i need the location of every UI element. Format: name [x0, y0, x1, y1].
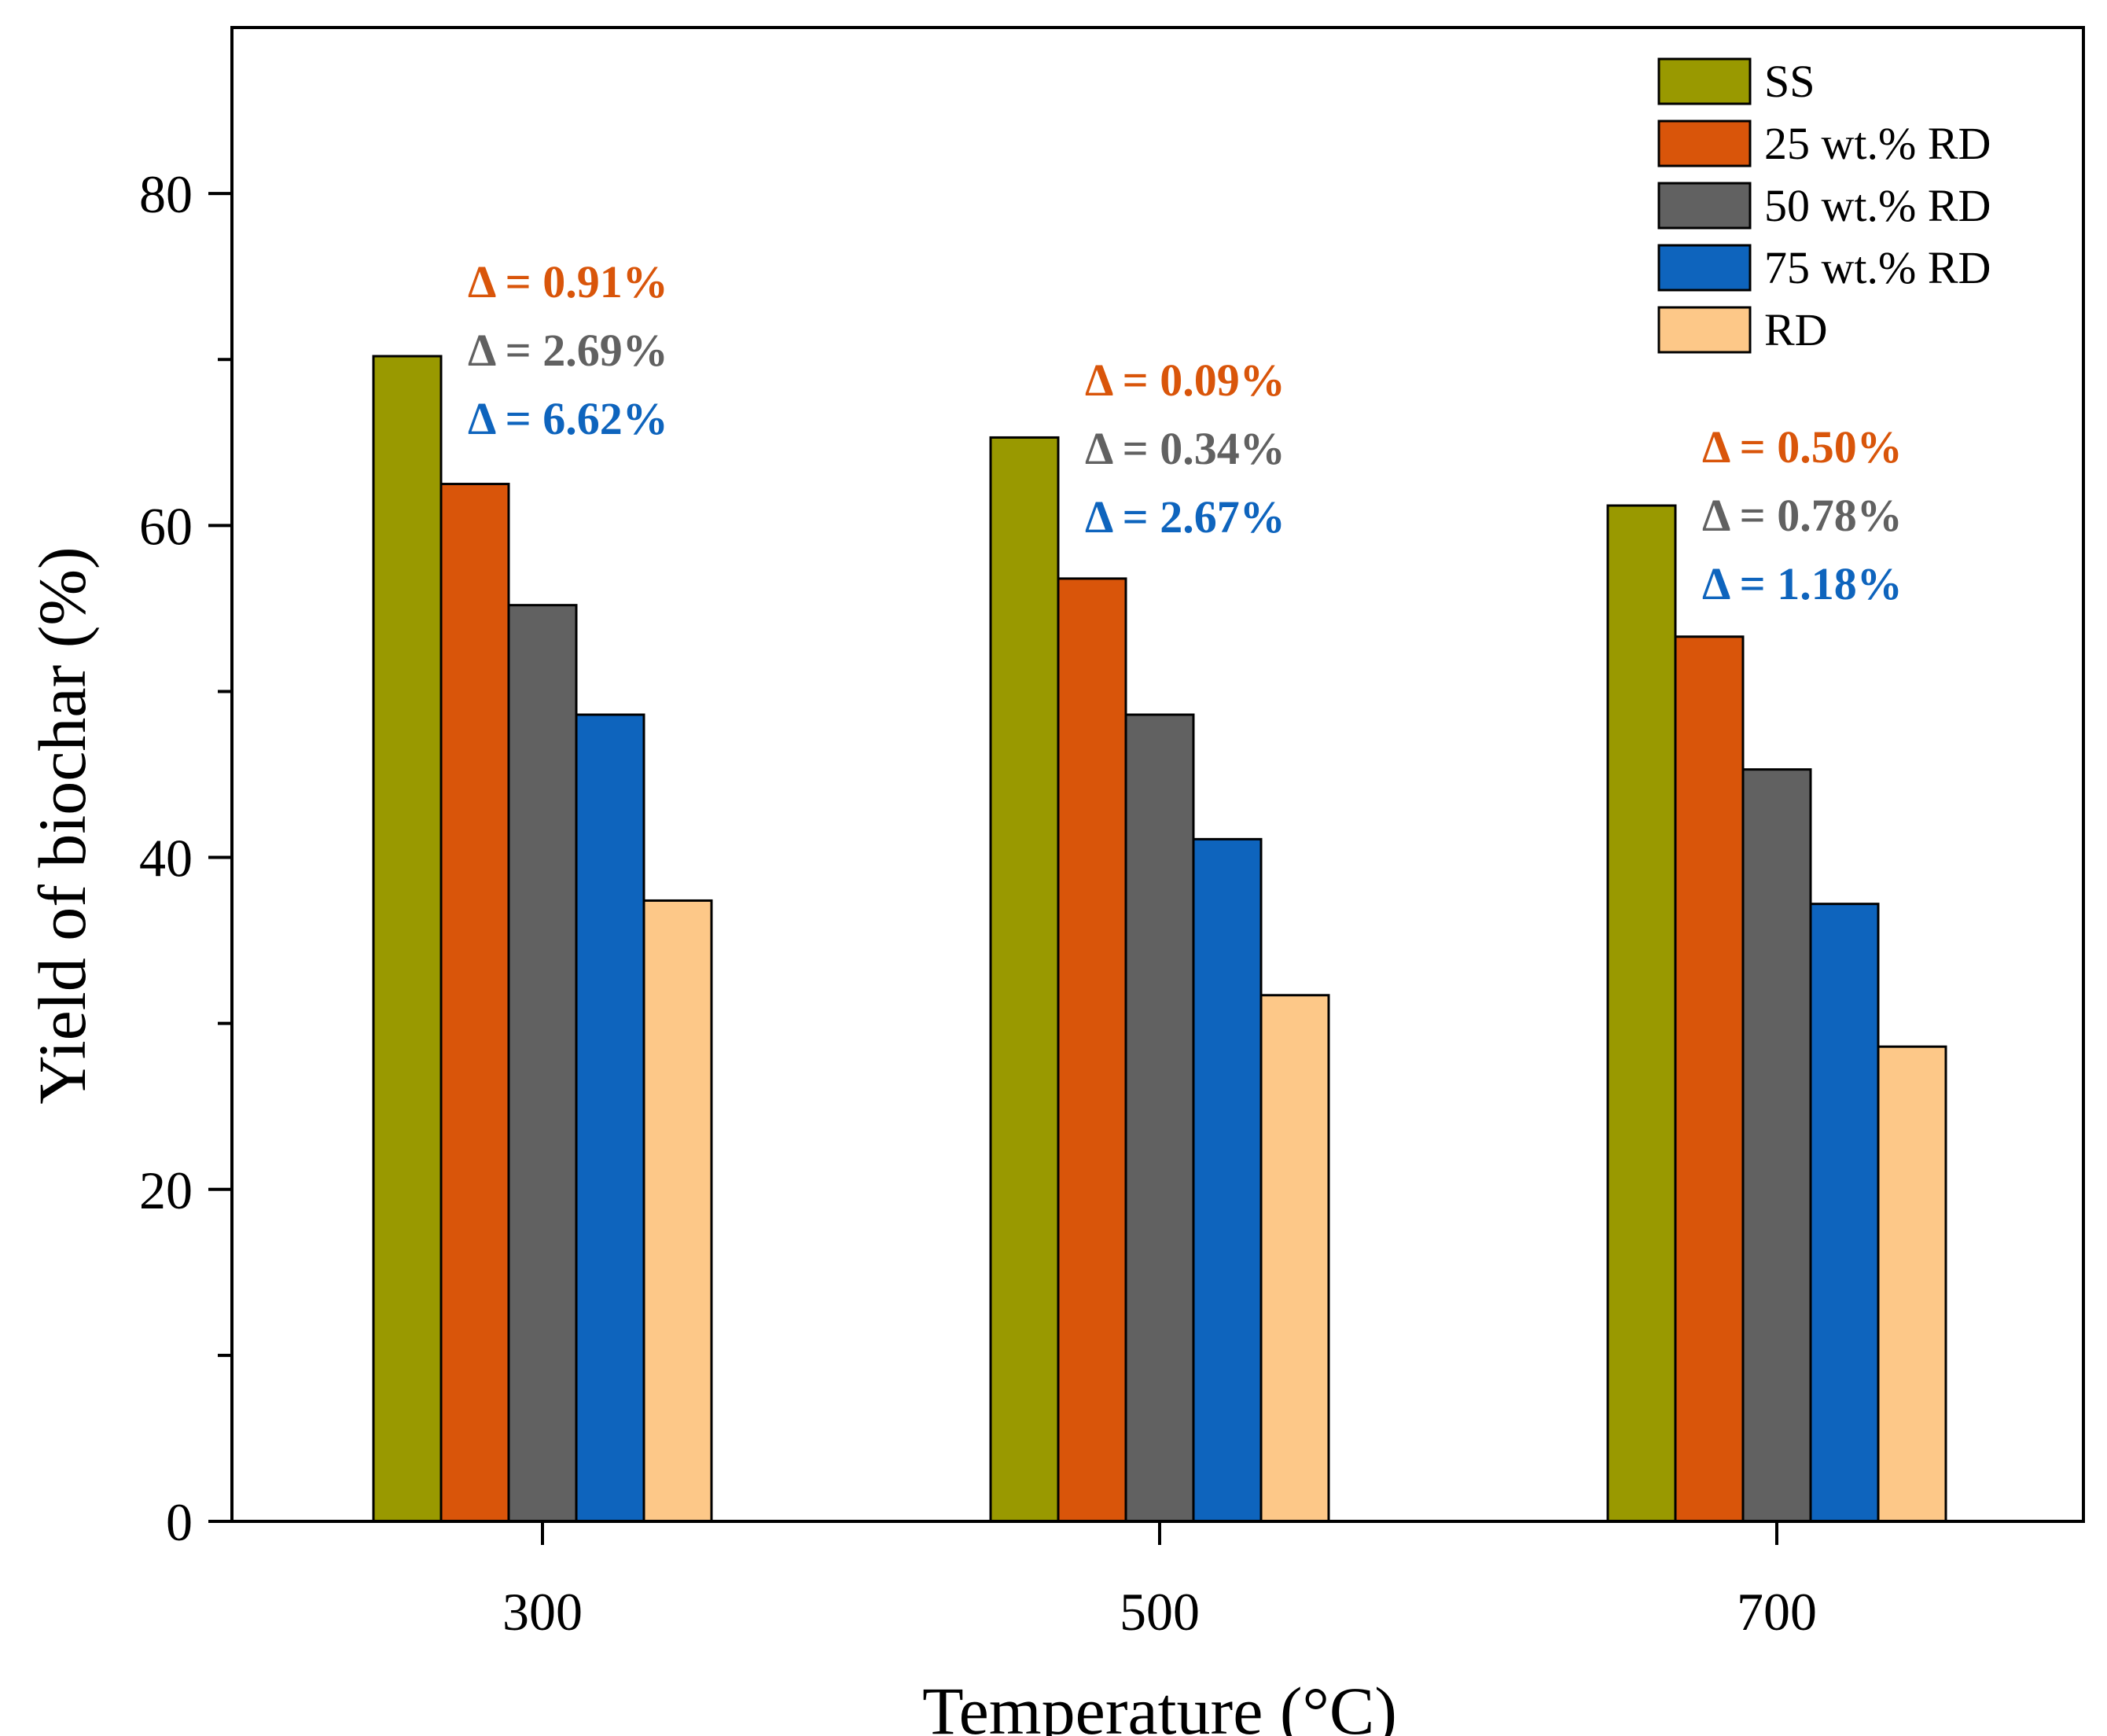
legend-swatch	[1657, 120, 1752, 167]
bar-500-ss	[989, 436, 1060, 1523]
x-tick-label: 700	[1737, 1582, 1817, 1642]
bar-700-50-wt-rd	[1741, 768, 1812, 1523]
bar-300-25-wt-rd	[439, 483, 510, 1523]
legend-label: 75 wt.% RD	[1764, 242, 1991, 293]
bar-300-ss	[372, 355, 443, 1523]
x-tick-label: 300	[502, 1582, 583, 1642]
delta-annotation: Δ = 0.78%	[1702, 490, 1903, 541]
legend: SS 25 wt.% RD 50 wt.% RD 75 wt.% RD RD	[1657, 56, 1991, 355]
bar-700-rd	[1877, 1045, 1947, 1523]
bar-300-75-wt-rd	[575, 713, 645, 1523]
y-tick-label: 40	[139, 829, 193, 888]
legend-label: RD	[1764, 304, 1828, 355]
delta-annotation: Δ = 2.69%	[468, 325, 668, 376]
bar-700-ss	[1606, 504, 1677, 1523]
legend-label: 50 wt.% RD	[1764, 180, 1991, 231]
delta-annotation: Δ = 0.34%	[1085, 423, 1285, 474]
delta-annotation: Δ = 1.18%	[1702, 558, 1903, 609]
y-tick-label: 80	[139, 164, 193, 224]
legend-swatch	[1657, 244, 1752, 292]
bar-500-25-wt-rd	[1057, 577, 1127, 1523]
bar-500-rd	[1259, 994, 1330, 1523]
x-tick-label: 500	[1120, 1582, 1200, 1642]
legend-swatch	[1657, 182, 1752, 230]
y-tick-label: 0	[166, 1492, 193, 1552]
delta-annotation: Δ = 0.09%	[1085, 355, 1285, 406]
delta-annotation: Δ = 0.50%	[1702, 421, 1903, 473]
delta-annotation: Δ = 2.67%	[1085, 491, 1285, 542]
y-tick-label: 60	[139, 496, 193, 556]
y-axis-title: Yield of biochar (%)	[24, 546, 100, 1104]
legend-swatch	[1657, 57, 1752, 105]
bars-layer	[372, 355, 1947, 1523]
legend-label: SS	[1764, 56, 1815, 107]
delta-annotation: Δ = 0.91%	[468, 256, 668, 307]
x-axis-title: Temperature (°C)	[922, 1673, 1397, 1736]
plot-frame	[230, 26, 2085, 1523]
bar-300-50-wt-rd	[507, 604, 578, 1523]
bar-500-75-wt-rd	[1192, 837, 1263, 1523]
bar-500-50-wt-rd	[1124, 713, 1195, 1523]
bar-300-rd	[642, 899, 713, 1523]
axes-layer: 0 20 40 60 80 300 500 700	[139, 26, 2085, 1642]
legend-swatch	[1657, 306, 1752, 354]
legend-label: 25 wt.% RD	[1764, 118, 1991, 169]
annotations-layer: Δ = 0.91% Δ = 2.69% Δ = 6.62% Δ = 0.09% Δ = …	[468, 256, 1903, 609]
bar-700-75-wt-rd	[1809, 903, 1880, 1523]
delta-annotation: Δ = 6.62%	[468, 393, 668, 444]
bar-700-25-wt-rd	[1674, 635, 1745, 1523]
y-tick-label: 20	[139, 1160, 193, 1220]
